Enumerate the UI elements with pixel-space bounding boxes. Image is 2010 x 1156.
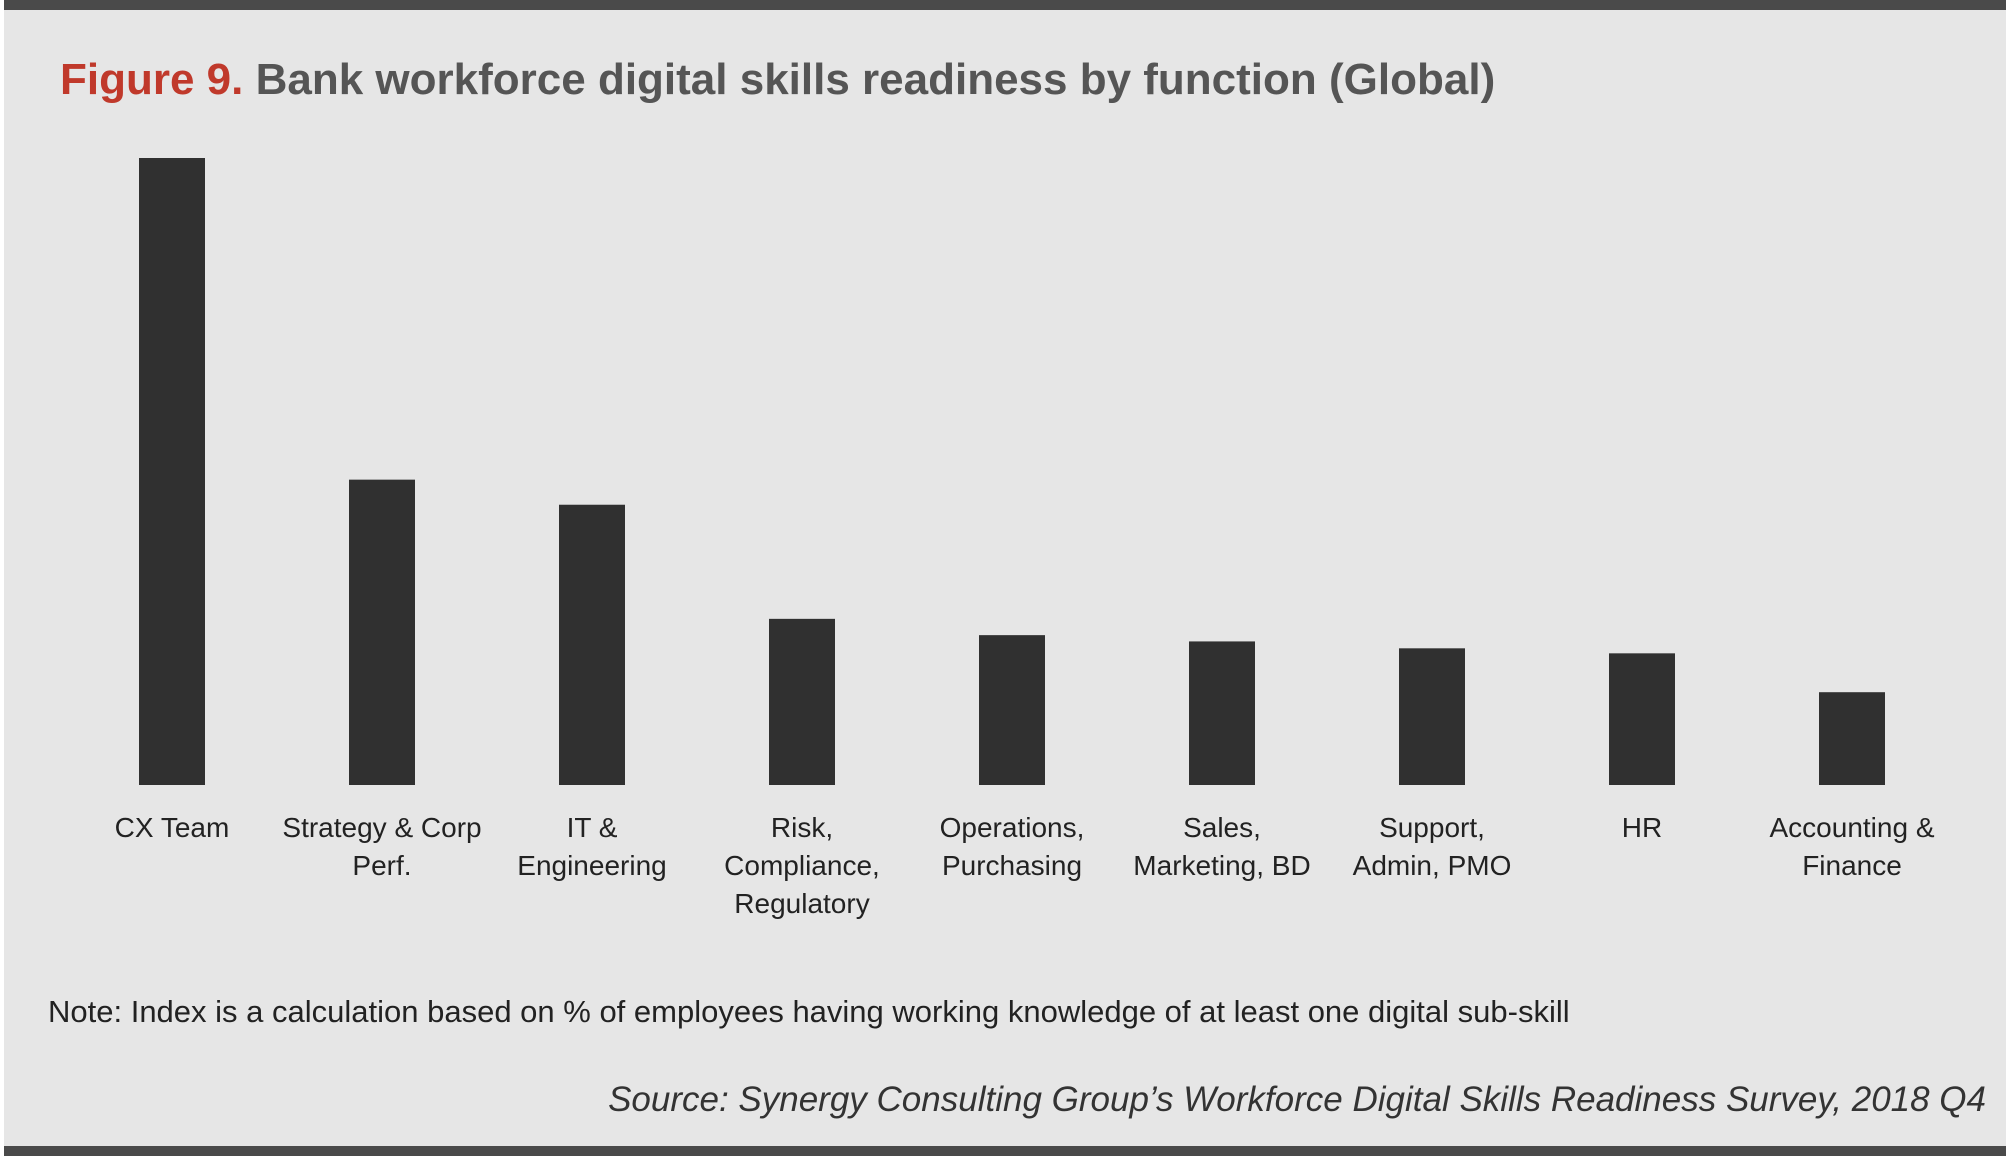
bar-8 (1609, 653, 1675, 785)
x-tick-label: CX Team (115, 812, 230, 843)
bar-chart: CX Team Strategy & Corp Perf. IT & Engineeri… (115, 158, 1935, 919)
x-tick-label: IT & Engineering (517, 812, 666, 881)
x-tick-label-line: CX Team (115, 812, 230, 843)
x-tick-label-line: Marketing, BD (1133, 850, 1310, 881)
figure-title-text: Bank workforce digital skills readiness … (255, 55, 1496, 104)
x-tick-label: Operations, Purchasing (940, 812, 1085, 881)
x-tick-label-line: Risk, (771, 812, 833, 843)
x-tick-label-line: Admin, PMO (1353, 850, 1512, 881)
x-tick-label-line: Operations, (940, 812, 1085, 843)
x-tick-label-line: Strategy & Corp (282, 812, 481, 843)
x-tick-label-line: IT & (567, 812, 618, 843)
x-tick-label-line: Engineering (517, 850, 666, 881)
x-tick-label-line: Finance (1802, 850, 1902, 881)
x-axis-labels: CX Team Strategy & Corp Perf. IT & Engineeri… (115, 812, 1935, 919)
x-tick-label: Strategy & Corp Perf. (282, 812, 481, 881)
bar-9 (1819, 692, 1885, 785)
bar-3 (559, 504, 625, 785)
figure-label: Figure 9. (60, 55, 244, 104)
x-tick-label: HR (1622, 812, 1662, 843)
x-tick-label-line: Accounting & (1770, 812, 1935, 843)
x-tick-label: Support, Admin, PMO (1353, 812, 1512, 881)
x-tick-label-line: Compliance, (724, 850, 880, 881)
x-tick-label: Accounting & Finance (1770, 812, 1935, 881)
bar-5 (979, 635, 1045, 785)
x-tick-label-line: Regulatory (734, 888, 869, 919)
x-tick-label-line: Sales, (1183, 812, 1261, 843)
bar-6 (1189, 641, 1255, 785)
figure-title: Figure 9. Bank workforce digital skills … (60, 48, 1495, 112)
chart-source: Source: Synergy Consulting Group’s Workf… (608, 1080, 1986, 1119)
chart-frame: Figure 9. Bank workforce digital skills … (4, 0, 2006, 1156)
x-tick-label-line: Perf. (352, 850, 411, 881)
x-tick-label: Risk, Compliance, Regulatory (724, 812, 880, 919)
bar-4 (769, 618, 835, 785)
bar-2 (349, 479, 415, 785)
bar-1 (139, 158, 205, 785)
x-tick-label-line: HR (1622, 812, 1662, 843)
bars-group (139, 158, 1885, 785)
bar-7 (1399, 648, 1465, 785)
x-tick-label: Sales, Marketing, BD (1133, 812, 1310, 881)
chart-note: Note: Index is a calculation based on % … (48, 994, 1570, 1029)
x-tick-label-line: Purchasing (942, 850, 1082, 881)
x-tick-label-line: Support, (1379, 812, 1485, 843)
